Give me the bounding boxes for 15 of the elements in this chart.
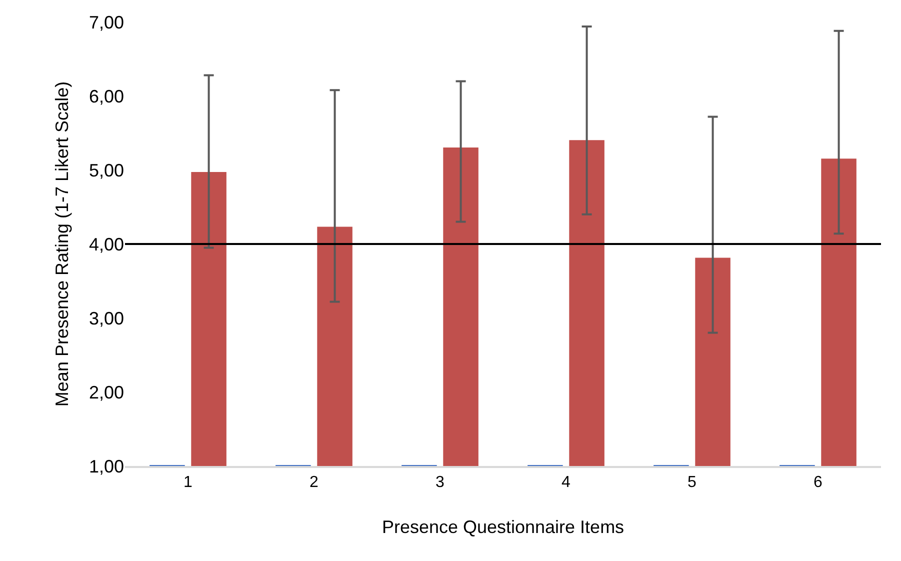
x-axis-title: Presence Questionnaire Items [382,516,624,537]
y-tick-label: 6,00 [88,86,124,106]
x-tick-label: 3 [436,474,445,492]
x-tick-label: 5 [688,474,697,492]
y-tick-label: 4,00 [88,234,124,254]
y-tick-label: 5,00 [88,160,124,180]
x-tick-label: 4 [562,474,571,492]
y-tick-label: 2,00 [88,382,124,402]
y-axis-title: Mean Presence Rating (1-7 Likert Scale) [52,81,72,407]
y-tick-label: 1,00 [88,456,124,476]
y-tick-label: 3,00 [88,308,124,328]
y-tick-label: 7,00 [88,12,124,32]
x-tick-label: 2 [310,474,319,492]
x-tick-label: 6 [814,474,823,492]
x-tick-label: 1 [184,474,193,492]
